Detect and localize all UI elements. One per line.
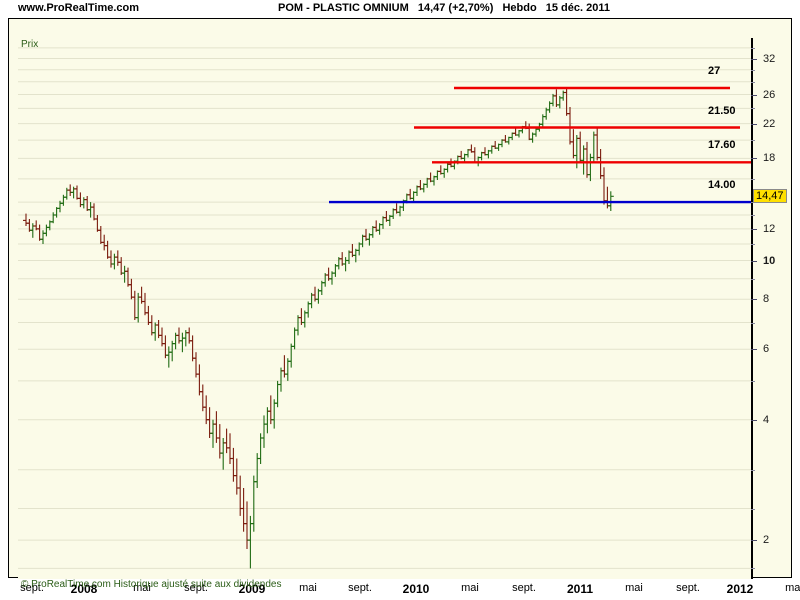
last-price-badge: 14,47 bbox=[753, 189, 787, 204]
level-caption-27: 27 bbox=[708, 64, 721, 77]
ytick-mark-minor bbox=[751, 244, 755, 245]
ytick-mark bbox=[751, 260, 757, 262]
ytick-mark-minor bbox=[751, 69, 755, 71]
xtick-label: mai bbox=[785, 582, 800, 594]
level-caption-14-00: 14.00 bbox=[708, 179, 736, 192]
price-panel-label: Prix bbox=[21, 39, 39, 50]
ytick-mark-minor bbox=[751, 278, 755, 280]
instrument-name: POM - PLASTIC OMNIUM bbox=[278, 2, 409, 14]
window-header: www.ProRealTime.com POM - PLASTIC OMNIUM… bbox=[0, 0, 800, 18]
xtick-label: sept. bbox=[676, 582, 700, 594]
ytick-label: 6 bbox=[763, 343, 770, 356]
ytick-mark bbox=[751, 299, 757, 301]
last-price-text: 14,47 (+2,70%) bbox=[417, 2, 494, 14]
ytick-label: 26 bbox=[763, 88, 776, 101]
ytick-mark-minor bbox=[751, 47, 755, 49]
timeframe-label: Hebdo bbox=[502, 2, 537, 14]
xtick-label: sept. bbox=[184, 582, 208, 594]
chart-frame[interactable]: Prix © ProRealTime.com Historique ajusté… bbox=[8, 18, 792, 596]
ytick-mark bbox=[751, 158, 757, 160]
ytick-mark bbox=[751, 419, 757, 421]
xtick-label: 2009 bbox=[238, 582, 266, 596]
ytick-label: 32 bbox=[763, 52, 776, 65]
ytick-label: 18 bbox=[763, 152, 776, 165]
quote-date: 15 déc. 2011 bbox=[545, 2, 610, 14]
xtick-label: 2012 bbox=[726, 582, 754, 596]
ytick-mark bbox=[751, 349, 757, 351]
price-axis[interactable]: 32 26 22 18 12 10 8 6 4 2 14,47 bbox=[751, 38, 800, 596]
ytick-label: 10 bbox=[763, 254, 776, 267]
xtick-label: 2010 bbox=[402, 582, 430, 596]
ytick-mark-minor bbox=[751, 508, 755, 510]
xtick-label: mai bbox=[299, 582, 317, 594]
ytick-mark bbox=[751, 58, 757, 60]
ytick-mark-minor bbox=[751, 380, 755, 382]
ytick-mark-minor bbox=[751, 322, 755, 324]
level-caption-21-50: 21.50 bbox=[708, 104, 736, 117]
xtick-label: sept. bbox=[20, 582, 44, 594]
ytick-mark-minor bbox=[751, 215, 755, 216]
xtick-label: sept. bbox=[512, 582, 536, 594]
ytick-mark-minor bbox=[751, 140, 755, 142]
price-series-svg bbox=[18, 38, 751, 596]
brand-label: www.ProRealTime.com bbox=[18, 2, 140, 14]
axis-spine bbox=[751, 38, 753, 596]
xtick-label: mai bbox=[625, 582, 643, 594]
ytick-mark-minor bbox=[751, 568, 755, 570]
xtick-label: 2008 bbox=[70, 582, 98, 596]
xtick-label: sept. bbox=[348, 582, 372, 594]
instrument-title: POM - PLASTIC OMNIUM 14,47 (+2,70%) Hebd… bbox=[278, 2, 616, 14]
xtick-label: mai bbox=[461, 582, 479, 594]
ytick-mark-minor bbox=[751, 81, 755, 83]
ytick-mark-minor bbox=[751, 178, 755, 180]
ytick-mark bbox=[751, 540, 757, 542]
ytick-label: 22 bbox=[763, 117, 776, 130]
level-caption-17-60: 17.60 bbox=[708, 139, 736, 152]
ohlc-bars bbox=[23, 87, 614, 569]
ytick-label: 12 bbox=[763, 222, 776, 235]
ytick-label: 2 bbox=[763, 534, 770, 547]
ytick-mark bbox=[751, 94, 757, 96]
xtick-label: mai bbox=[133, 582, 151, 594]
ytick-mark-minor bbox=[751, 108, 755, 110]
ytick-label: 8 bbox=[763, 293, 770, 306]
copyright-watermark: © ProRealTime.com Historique ajusté suit… bbox=[21, 579, 282, 590]
ytick-mark bbox=[751, 123, 757, 125]
xtick-label: 2011 bbox=[566, 582, 594, 596]
ytick-mark bbox=[751, 228, 757, 230]
date-axis[interactable]: sept. 2008 mai sept. 2009 mai sept. 2010 mai sept… bbox=[0, 579, 800, 600]
ytick-mark-minor bbox=[751, 469, 755, 471]
ytick-label: 4 bbox=[763, 413, 770, 426]
plot-area[interactable] bbox=[18, 38, 751, 596]
